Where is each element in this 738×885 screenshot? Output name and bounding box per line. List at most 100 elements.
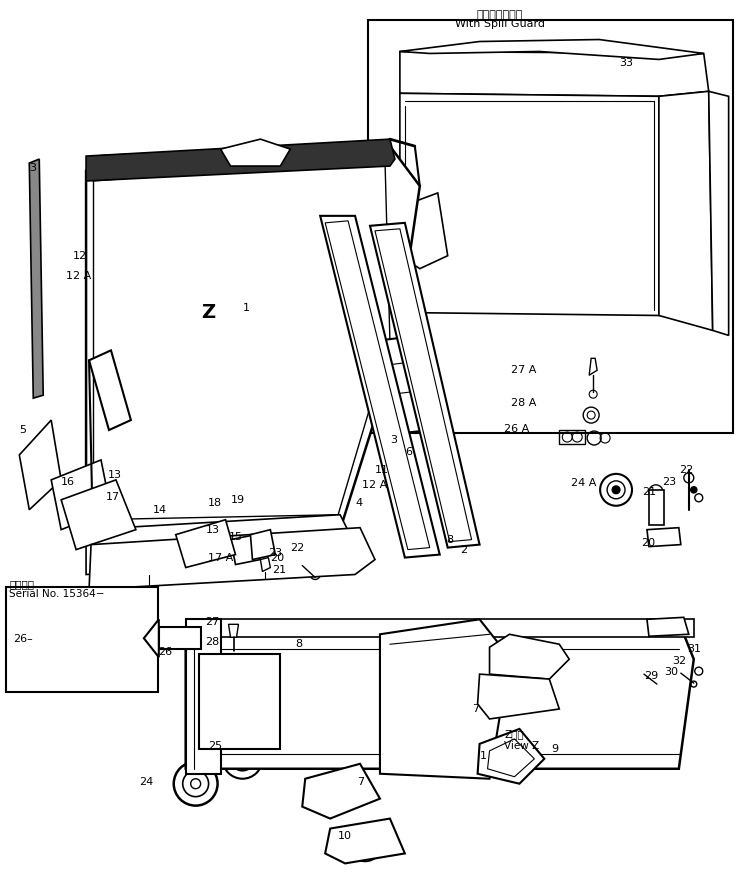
Circle shape [259,537,264,543]
Circle shape [480,627,559,707]
Circle shape [267,543,272,547]
Circle shape [74,523,78,527]
Circle shape [466,290,469,295]
Circle shape [148,525,152,528]
Circle shape [32,364,35,366]
Text: 20: 20 [270,552,284,563]
Circle shape [187,525,190,528]
Circle shape [32,228,35,231]
Circle shape [135,525,139,528]
Circle shape [297,537,303,543]
Circle shape [575,303,580,308]
Circle shape [323,566,328,573]
Circle shape [320,556,324,559]
Circle shape [285,537,290,543]
Text: 15: 15 [229,532,243,542]
Text: 27: 27 [206,618,220,627]
Circle shape [184,543,187,547]
Circle shape [155,537,160,543]
Polygon shape [250,529,275,559]
Polygon shape [477,674,559,719]
Circle shape [564,303,569,308]
Circle shape [272,537,277,543]
Polygon shape [51,460,111,529]
Circle shape [98,512,102,517]
Polygon shape [86,515,355,574]
Text: 3: 3 [30,163,36,173]
Polygon shape [144,620,159,658]
Circle shape [542,290,546,295]
Text: 13: 13 [108,470,122,480]
Circle shape [575,290,579,295]
Text: 22: 22 [290,543,305,552]
Text: 2: 2 [460,544,466,555]
Circle shape [122,525,126,528]
Circle shape [153,556,156,559]
Text: 33: 33 [619,58,633,68]
Circle shape [32,262,35,266]
Text: 22: 22 [679,465,693,475]
Text: 13: 13 [206,525,220,535]
Polygon shape [647,527,681,547]
Polygon shape [659,91,713,330]
Polygon shape [186,620,694,637]
Text: 12 A: 12 A [66,271,92,281]
Text: 7: 7 [357,777,364,787]
Circle shape [252,525,255,528]
Circle shape [224,674,233,684]
Circle shape [213,525,216,528]
Circle shape [142,543,146,547]
Text: 26 A: 26 A [505,424,530,434]
Circle shape [74,503,78,507]
Circle shape [410,303,415,308]
Circle shape [226,543,230,547]
Circle shape [32,330,35,333]
Circle shape [117,537,122,543]
Circle shape [520,290,525,295]
Circle shape [98,523,102,527]
Circle shape [509,303,514,308]
Circle shape [32,279,35,282]
Circle shape [253,543,258,547]
Circle shape [173,525,178,528]
Circle shape [408,238,412,242]
Circle shape [246,537,251,543]
Circle shape [220,537,225,543]
Text: 31: 31 [687,644,701,654]
Text: 14: 14 [153,504,167,515]
Text: View Z: View Z [505,741,539,750]
Text: 7: 7 [472,704,479,714]
Circle shape [432,290,437,295]
Circle shape [295,543,300,547]
Circle shape [32,245,35,248]
Circle shape [408,214,412,218]
Circle shape [86,523,90,527]
Circle shape [125,556,129,559]
Polygon shape [380,335,430,435]
Circle shape [691,487,697,493]
Circle shape [161,525,165,528]
Polygon shape [186,635,694,769]
Circle shape [86,512,90,517]
Circle shape [74,493,78,496]
Polygon shape [229,624,238,637]
Text: 6: 6 [405,447,412,457]
Circle shape [324,537,328,543]
Circle shape [98,503,102,507]
Polygon shape [647,618,689,636]
Circle shape [103,537,108,543]
Circle shape [618,303,624,308]
Text: 4: 4 [355,497,362,508]
Text: 1: 1 [243,303,249,312]
Circle shape [181,556,184,559]
Polygon shape [400,193,448,269]
Text: スピルガード付: スピルガード付 [476,10,523,19]
Circle shape [487,303,492,308]
Polygon shape [261,558,270,572]
Polygon shape [159,627,201,650]
Text: 18: 18 [207,497,221,508]
Text: With Spill Guard: With Spill Guard [455,19,545,28]
Text: 21: 21 [272,565,286,574]
Circle shape [113,646,119,652]
Circle shape [182,537,186,543]
